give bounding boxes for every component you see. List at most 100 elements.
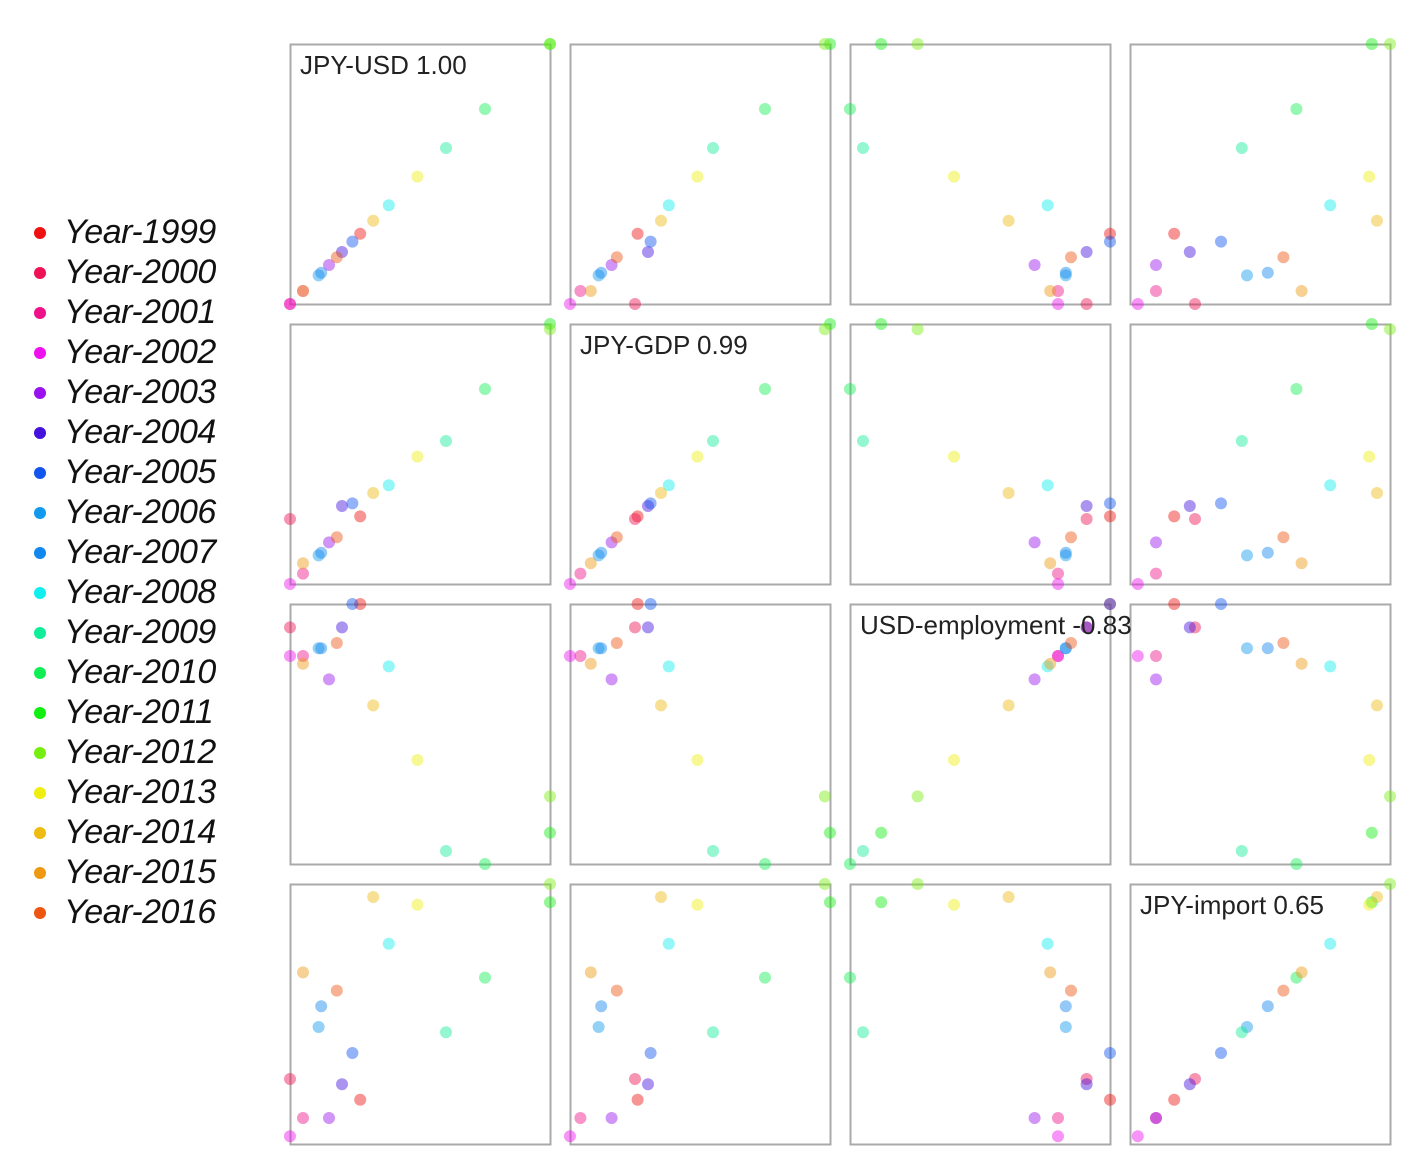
legend-label: Year-2004 <box>64 413 216 451</box>
data-point <box>857 142 869 154</box>
data-point <box>1044 966 1057 979</box>
data-point <box>655 487 667 499</box>
legend-item: Year-1999 <box>30 212 240 252</box>
legend-label: Year-2009 <box>64 613 216 651</box>
data-point <box>544 896 556 909</box>
legend-label: Year-2011 <box>64 693 214 731</box>
data-point <box>1261 1000 1274 1013</box>
data-point <box>691 450 704 463</box>
legend-dot <box>34 467 46 479</box>
data-point <box>1365 38 1378 50</box>
data-point <box>284 650 296 662</box>
data-point <box>1168 1093 1181 1106</box>
data-point <box>1295 557 1308 570</box>
legend-dot <box>34 867 46 879</box>
data-point <box>1059 642 1072 655</box>
data-point <box>1261 546 1274 559</box>
legend-label: Year-2008 <box>64 573 216 611</box>
data-point <box>1059 546 1072 559</box>
panel-label: JPY-GDP 0.99 <box>580 330 748 360</box>
data-point <box>564 650 576 662</box>
legend-item: Year-2007 <box>30 532 240 572</box>
legend-label: Year-2002 <box>64 333 216 371</box>
data-point <box>544 38 556 50</box>
data-point <box>284 1073 296 1085</box>
data-point <box>315 642 328 655</box>
data-point <box>592 549 605 562</box>
data-point <box>1080 1073 1093 1085</box>
data-point <box>1052 285 1064 297</box>
data-point <box>574 650 587 662</box>
data-point <box>844 858 856 870</box>
data-point <box>1277 251 1290 264</box>
data-point <box>1104 1047 1116 1059</box>
data-point <box>1384 38 1396 50</box>
legend-dot <box>34 347 46 359</box>
data-point <box>330 531 343 544</box>
data-point <box>336 246 348 258</box>
panel-frame <box>1129 323 1392 586</box>
data-point <box>911 323 924 336</box>
data-point <box>911 878 924 890</box>
data-point <box>1059 549 1072 562</box>
data-point <box>1384 878 1396 890</box>
data-point <box>1131 298 1144 310</box>
data-point <box>1041 937 1054 950</box>
panel-frame <box>849 883 1112 1146</box>
data-point <box>315 266 328 279</box>
data-point <box>574 285 587 297</box>
data-point <box>1150 673 1162 686</box>
legend-item: Year-2009 <box>30 612 240 652</box>
legend-label: Year-2007 <box>64 533 216 571</box>
data-point <box>1290 858 1303 870</box>
data-point <box>367 891 380 903</box>
data-point <box>1363 754 1376 766</box>
data-point <box>707 142 719 154</box>
panel-frame <box>849 603 1112 866</box>
data-point <box>1241 642 1253 655</box>
data-point <box>605 536 618 549</box>
data-point <box>1371 891 1383 903</box>
data-point <box>1384 323 1396 336</box>
data-point <box>595 642 608 655</box>
data-point <box>844 971 856 984</box>
data-point <box>948 898 960 911</box>
data-point <box>1059 266 1072 279</box>
data-point <box>1295 657 1308 670</box>
data-point <box>824 318 836 330</box>
data-point <box>584 966 597 979</box>
data-point <box>367 487 380 499</box>
panel-frame <box>849 323 1112 586</box>
data-point <box>312 642 325 655</box>
legend-label: Year-2005 <box>64 453 216 491</box>
data-point <box>1080 621 1093 634</box>
legend-dot <box>34 507 46 519</box>
data-point <box>1065 984 1077 997</box>
data-point <box>818 323 831 336</box>
data-point <box>1059 269 1072 282</box>
data-point <box>875 38 888 50</box>
data-point <box>1065 251 1077 264</box>
data-point <box>1183 1078 1196 1091</box>
data-point <box>440 1026 452 1039</box>
data-point <box>1150 259 1162 271</box>
data-point <box>1041 199 1054 212</box>
data-point <box>323 536 335 549</box>
data-point <box>1131 650 1144 662</box>
data-point <box>1215 1047 1227 1059</box>
data-point <box>1052 650 1064 662</box>
data-point <box>610 637 623 649</box>
data-point <box>1241 549 1253 562</box>
data-point <box>1059 642 1072 655</box>
data-point <box>1363 898 1376 911</box>
data-point <box>875 826 888 839</box>
data-point <box>1131 1130 1144 1143</box>
data-point <box>1002 214 1015 227</box>
data-point <box>1235 142 1248 154</box>
data-point <box>1044 557 1057 570</box>
data-point <box>346 598 359 610</box>
data-point <box>1168 227 1181 240</box>
data-point <box>1277 637 1290 649</box>
data-point <box>605 1112 618 1124</box>
data-point <box>629 1073 641 1085</box>
